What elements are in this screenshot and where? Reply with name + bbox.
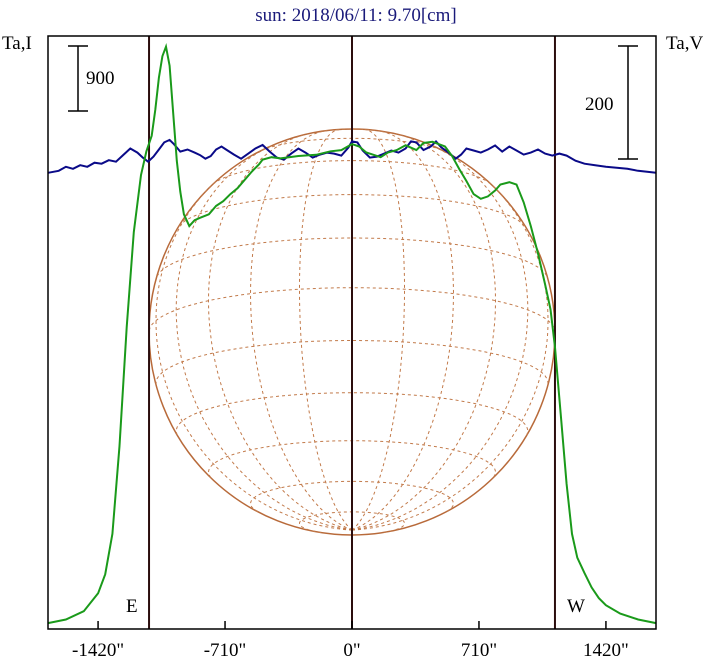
scale-bar-intensity-label: 900 <box>86 68 115 89</box>
limb-label-east: E <box>126 596 138 617</box>
polarization-curve <box>47 138 657 174</box>
left-axis-label: Ta,I <box>2 33 32 54</box>
longitude-line <box>351 176 549 531</box>
longitude-line <box>175 143 353 531</box>
latitude-line <box>178 194 526 227</box>
x-tick-label: -710" <box>204 640 247 661</box>
x-tick-label: -1420" <box>72 640 124 661</box>
longitude-line <box>155 176 353 531</box>
latitude-line <box>175 392 529 436</box>
latitude-line <box>324 128 380 132</box>
x-tick-label: 1420" <box>583 640 629 661</box>
longitude-line <box>351 129 405 531</box>
right-axis-label: Ta,V <box>666 33 703 54</box>
longitude-line <box>351 143 529 531</box>
x-tick-label: 710" <box>461 640 497 661</box>
longitude-line <box>351 130 455 531</box>
scale-bar-polarization-label: 200 <box>585 94 614 115</box>
x-tick-label: 0" <box>343 640 360 661</box>
x-axis: -1420" -710" 0" 710" 1420" <box>72 621 629 661</box>
longitude-line <box>249 130 353 531</box>
chart-title: sun: 2018/06/11: 9.70[cm] <box>255 5 456 26</box>
latitude-line <box>212 160 492 185</box>
longitude-line <box>207 133 353 531</box>
longitude-line <box>351 133 497 531</box>
scale-bar-intensity: 900 <box>68 45 115 112</box>
latitude-line <box>156 237 548 277</box>
intensity-curve <box>47 43 657 625</box>
scale-bar-polarization: 200 <box>585 45 638 160</box>
latitude-line <box>148 287 556 331</box>
limb-label-west: W <box>567 596 585 617</box>
